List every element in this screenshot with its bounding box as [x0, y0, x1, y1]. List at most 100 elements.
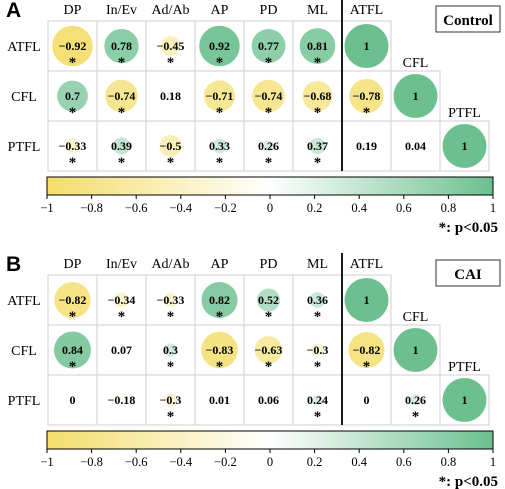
correlation-value: −0.78 [353, 89, 381, 103]
colorbar [46, 176, 494, 196]
correlation-circle [163, 343, 178, 357]
column-header: CFL [403, 310, 429, 325]
correlation-value: 0.77 [258, 39, 279, 53]
colorbar-tick-label: −0.2 [214, 455, 237, 469]
significance-star: * [363, 359, 371, 375]
correlation-value: 0.3 [163, 343, 178, 357]
significance-note: *: p<0.05 [439, 474, 498, 489]
correlation-value: 0.26 [258, 139, 279, 153]
self-correlation-value: 1 [462, 393, 468, 407]
self-correlation-value: 1 [364, 39, 370, 53]
significance-star: * [216, 155, 224, 171]
column-header: PTFL [448, 360, 481, 375]
correlation-value: 0.01 [209, 393, 230, 407]
significance-star: * [314, 155, 322, 171]
correlation-circle [349, 78, 384, 114]
significance-star: * [314, 309, 322, 325]
correlation-value: −0.5 [160, 139, 182, 153]
self-correlation-circle [344, 278, 389, 322]
correlation-circle [312, 394, 323, 406]
significance-star: * [265, 309, 273, 325]
correlation-circle [201, 281, 238, 319]
significance-star: * [167, 55, 175, 71]
correlation-value: 0.04 [405, 139, 426, 153]
colorbar-tick-label: 0 [267, 201, 273, 215]
correlation-circle [310, 343, 325, 357]
correlation-value: −0.74 [255, 89, 283, 103]
correlation-circle [104, 28, 139, 64]
colorbar-tick-label: 0.8 [441, 455, 457, 469]
row-label: ATFL [7, 40, 40, 55]
colorbar-tick-label: 0.4 [351, 201, 367, 215]
significance-star: * [118, 309, 126, 325]
self-correlation-circle [442, 378, 487, 422]
column-header: ML [307, 257, 328, 272]
panel-letter: B [6, 253, 21, 276]
correlation-value: −0.45 [157, 39, 185, 53]
column-header: ATFL [350, 257, 383, 272]
significance-star: * [167, 359, 175, 375]
significance-star: * [69, 309, 77, 325]
correlation-value: −0.68 [304, 89, 332, 103]
correlation-circle [348, 331, 385, 369]
column-header: AP [211, 257, 229, 272]
colorbar-tick-label: 0.4 [351, 455, 367, 469]
correlation-value: 0.37 [307, 139, 328, 153]
significance-star: * [69, 155, 77, 171]
significance-star: * [216, 359, 224, 375]
correlation-value: 0.39 [111, 139, 132, 153]
significance-star: * [314, 409, 322, 425]
significance-star: * [167, 155, 175, 171]
column-header: CFL [403, 56, 429, 71]
correlation-value: −0.92 [59, 39, 87, 53]
significance-star: * [167, 309, 175, 325]
significance-star: * [118, 155, 126, 171]
column-header: In/Ev [106, 257, 137, 272]
self-correlation-circle [344, 24, 389, 68]
significance-star: * [69, 105, 77, 121]
correlation-value: 0.81 [307, 39, 328, 53]
colorbar-tick-label: 1 [490, 201, 496, 215]
correlation-value: 0.33 [209, 139, 230, 153]
column-header: PTFL [448, 106, 481, 121]
significance-star: * [216, 105, 224, 121]
correlation-circle [254, 336, 283, 364]
correlation-circle [252, 79, 285, 113]
correlation-value: −0.83 [206, 343, 234, 357]
column-header: ML [307, 3, 328, 18]
grid-cell [439, 374, 490, 426]
correlation-value: −0.82 [353, 343, 381, 357]
correlation-circle [199, 25, 240, 67]
correlation-circle [163, 292, 178, 308]
correlation-value: 0.26 [405, 393, 426, 407]
significance-star: * [265, 55, 273, 71]
self-correlation-circle [393, 328, 438, 372]
correlation-value: 0.82 [209, 293, 230, 307]
correlation-circle [203, 80, 236, 112]
correlation-value: −0.3 [307, 343, 329, 357]
correlation-value: 0.24 [307, 393, 328, 407]
grid-cell [439, 120, 490, 172]
correlation-circle [212, 138, 227, 154]
column-header: Ad/Ab [151, 257, 189, 272]
colorbar [46, 430, 494, 450]
correlation-value: 0 [364, 393, 370, 407]
correlation-value: −0.63 [255, 343, 283, 357]
column-header: AP [211, 3, 229, 18]
colorbar-tick-label: 0.8 [441, 201, 457, 215]
correlation-circle [160, 36, 181, 56]
correlation-circle [267, 398, 270, 402]
correlation-circle [299, 28, 336, 64]
self-correlation-value: 1 [364, 293, 370, 307]
colorbar-tick-label: 0.6 [396, 201, 412, 215]
correlation-value: 0.92 [209, 39, 230, 53]
colorbar-tick-label: −0.2 [214, 201, 237, 215]
correlation-circle [57, 80, 88, 112]
self-correlation-circle [442, 124, 487, 168]
group-label: CAI [454, 267, 482, 283]
colorbar-tick-label: 1 [490, 455, 496, 469]
row-label: PTFL [8, 140, 41, 155]
group-label-box [435, 5, 501, 33]
correlation-circle [166, 92, 175, 100]
column-header: In/Ev [106, 3, 137, 18]
